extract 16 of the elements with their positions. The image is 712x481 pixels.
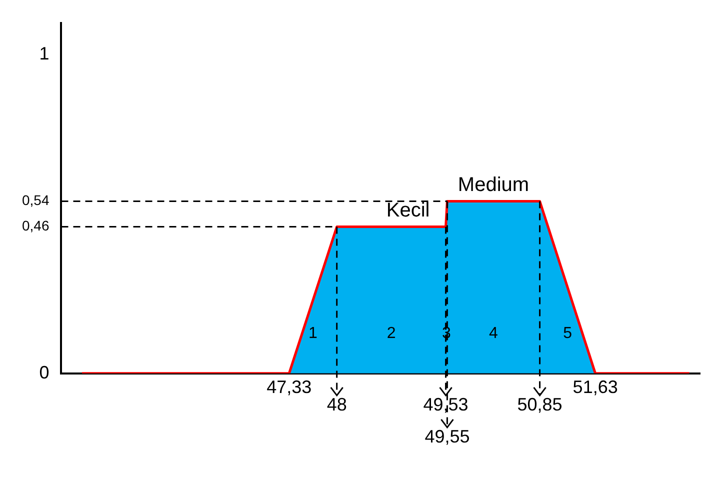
annotation: 2 — [386, 324, 396, 342]
annotation: Medium — [458, 174, 530, 196]
y-tick-label: 0 — [39, 362, 50, 382]
x-tick-label: 47,33 — [266, 377, 312, 398]
annotation: Kecil — [386, 199, 430, 222]
y-tick-label: 0,54 — [22, 192, 50, 208]
ref-line-label: 50,85 — [517, 394, 562, 414]
ref-line-label: 49,55 — [424, 426, 470, 446]
ref-line-label: 49,53 — [423, 394, 468, 414]
annotation: 1 — [308, 324, 318, 342]
annotation: 4 — [489, 324, 498, 342]
y-tick-label: 1 — [39, 44, 50, 64]
annotation: 5 — [563, 324, 572, 342]
y-tick-label: 0,46 — [22, 218, 50, 234]
x-tick-label: 51,63 — [572, 377, 618, 398]
ref-line-label: 48 — [326, 394, 347, 414]
